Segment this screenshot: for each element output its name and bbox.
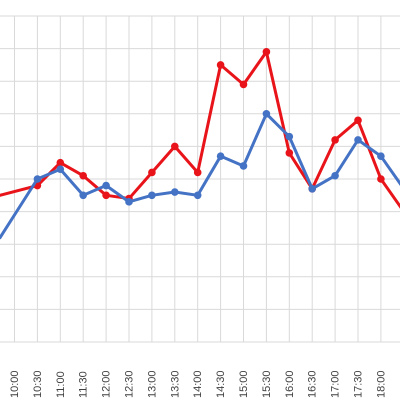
x-tick-label: 15:00 — [238, 370, 250, 398]
data-point — [148, 168, 156, 177]
data-point — [331, 136, 339, 144]
x-tick-label: 16:30 — [307, 370, 319, 398]
x-tick-label: 10:30 — [32, 370, 44, 398]
data-point — [79, 191, 87, 200]
x-tick-label: 17:00 — [330, 370, 342, 398]
data-point — [331, 171, 339, 180]
x-tick-label: 16:00 — [284, 370, 296, 398]
x-tick-label: 13:00 — [146, 370, 158, 398]
data-point — [285, 149, 294, 157]
data-point — [125, 198, 133, 206]
data-point — [193, 168, 202, 177]
data-point — [193, 191, 202, 200]
data-point — [239, 162, 248, 170]
data-point — [239, 80, 248, 89]
x-tick-label: 17:30 — [353, 370, 365, 398]
data-point — [216, 61, 225, 69]
data-point — [33, 175, 42, 183]
data-point — [216, 152, 225, 160]
x-tick-label: 18:30 — [398, 370, 400, 398]
data-point — [171, 188, 179, 196]
data-point — [262, 110, 271, 118]
x-tick-label: 12:00 — [101, 370, 113, 398]
x-tick-label: 14:30 — [215, 370, 227, 398]
data-point — [171, 142, 179, 151]
data-point — [377, 152, 385, 160]
x-tick-label: 11:30 — [78, 371, 90, 398]
x-tick-label: 14:00 — [192, 370, 204, 398]
x-tick-label: 11:00 — [55, 371, 67, 398]
data-point — [79, 171, 87, 180]
data-point — [377, 175, 385, 183]
data-point — [354, 136, 362, 144]
x-tick-label: 10:00 — [9, 370, 21, 398]
data-point — [308, 184, 317, 193]
data-point — [102, 181, 110, 190]
data-point — [285, 132, 294, 141]
data-point — [354, 116, 362, 125]
x-tick-label: 18:00 — [375, 370, 387, 398]
x-tick-label: 15:30 — [261, 370, 273, 398]
data-point — [262, 48, 271, 56]
x-tick-label: 12:30 — [124, 370, 136, 398]
data-point — [148, 191, 156, 200]
data-point — [102, 191, 110, 200]
data-point — [56, 165, 65, 174]
x-tick-label: 13:30 — [169, 370, 181, 398]
data-point — [56, 158, 65, 167]
